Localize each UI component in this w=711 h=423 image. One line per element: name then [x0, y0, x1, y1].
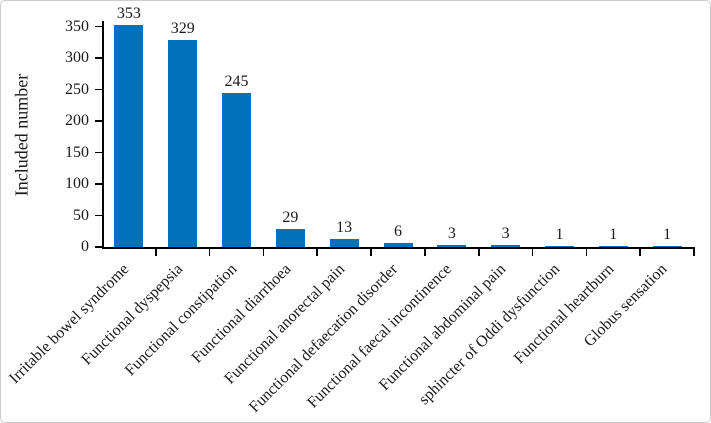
bar	[652, 246, 682, 247]
bar	[222, 92, 252, 247]
bar-value-label: 353	[116, 4, 141, 22]
bar	[598, 246, 628, 247]
y-tick-mark	[95, 246, 102, 248]
y-tick-label: 150	[65, 143, 89, 161]
x-tick-mark	[316, 247, 319, 256]
y-tick-label: 0	[81, 238, 89, 255]
bar	[168, 39, 198, 247]
y-tick-mark	[95, 120, 102, 122]
x-tick-mark	[477, 247, 480, 256]
bar-value-label: 1	[609, 226, 618, 244]
bar-value-label: 329	[170, 19, 195, 37]
bar	[544, 246, 574, 247]
y-tick-label: 250	[65, 80, 89, 98]
y-tick-mark	[95, 88, 102, 91]
bar-value-label: 1	[555, 226, 564, 244]
y-tick-mark	[95, 57, 102, 59]
bar-value-label: 3	[501, 225, 510, 243]
bar	[437, 245, 467, 247]
x-tick-mark	[370, 247, 372, 256]
x-tick-mark	[424, 247, 426, 256]
bar-value-label: 3	[447, 225, 456, 243]
y-axis-title: Included number	[11, 73, 32, 197]
y-tick-mark	[95, 151, 102, 154]
y-tick-label: 100	[65, 175, 89, 192]
x-tick-mark	[639, 247, 641, 256]
x-tick-mark	[531, 247, 534, 256]
bar	[491, 245, 521, 247]
x-tick-mark	[208, 247, 211, 256]
bar-value-label: 6	[394, 223, 402, 241]
y-tick-label: 50	[73, 206, 89, 224]
bar	[383, 243, 413, 247]
y-tick-label: 300	[65, 49, 89, 66]
y-tick-mark	[95, 25, 102, 28]
bar-value-label: 29	[282, 208, 299, 226]
x-category-label-text: Functional dyspepsia	[78, 260, 187, 369]
x-tick-mark	[693, 247, 695, 256]
bar-value-label: 1	[663, 226, 672, 244]
x-category-label-text: Functional diarrhoea	[188, 260, 295, 367]
bar-value-label: 13	[336, 218, 353, 236]
y-axis-line	[102, 21, 104, 249]
x-category-label-text: Functional heartburn	[510, 260, 617, 368]
x-axis-line	[102, 247, 694, 249]
x-tick-mark	[262, 247, 265, 256]
bar	[329, 238, 359, 247]
y-tick-label: 200	[65, 112, 89, 129]
bar-value-label: 245	[224, 72, 249, 90]
x-tick-mark	[585, 247, 588, 256]
y-tick-mark	[95, 183, 102, 185]
bar	[275, 228, 305, 247]
y-tick-label: 350	[65, 17, 89, 35]
x-tick-mark	[155, 247, 157, 256]
bar	[114, 24, 144, 247]
y-tick-mark	[95, 214, 102, 217]
